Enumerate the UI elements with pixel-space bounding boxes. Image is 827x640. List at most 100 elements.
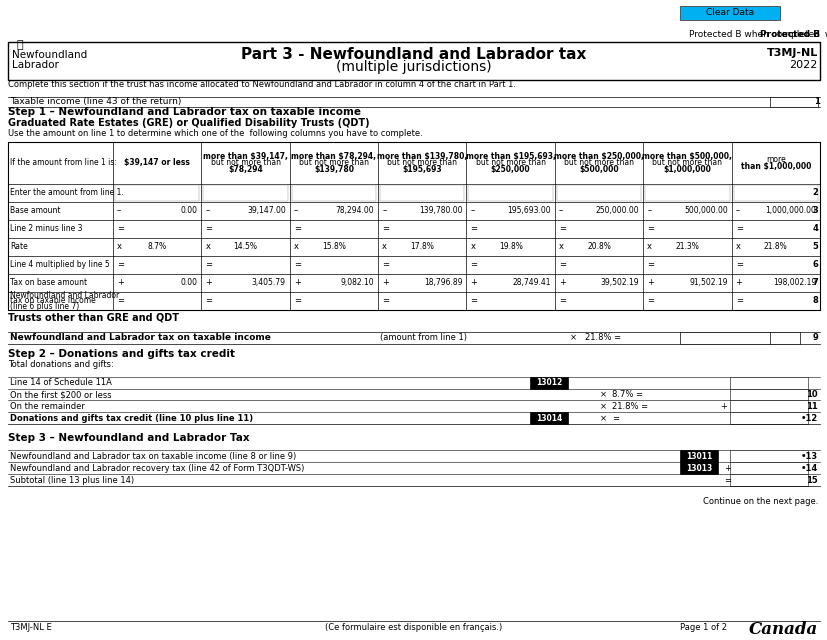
Bar: [679, 332, 799, 344]
Text: ×: ×: [600, 414, 606, 423]
Text: 13013: 13013: [685, 464, 711, 473]
Text: Clear Data: Clear Data: [705, 8, 753, 17]
Text: If the amount from line 1 is:: If the amount from line 1 is:: [10, 158, 117, 167]
Text: x: x: [382, 242, 387, 251]
Text: =: =: [558, 296, 565, 305]
Bar: [733, 185, 817, 201]
Text: Line 14 of Schedule 11A: Line 14 of Schedule 11A: [10, 378, 112, 387]
Text: Newfoundland: Newfoundland: [12, 50, 87, 60]
Text: =: =: [611, 414, 619, 423]
Bar: [729, 413, 807, 424]
Text: =: =: [470, 296, 477, 305]
Text: Continue on the next page.: Continue on the next page.: [702, 497, 817, 506]
Text: Line 2 minus line 3: Line 2 minus line 3: [10, 224, 83, 233]
Text: =: =: [117, 296, 124, 305]
Text: =: =: [382, 260, 389, 269]
Text: Subtotal (line 13 plus line 14): Subtotal (line 13 plus line 14): [10, 476, 134, 485]
Text: 13011: 13011: [685, 452, 711, 461]
Text: =: =: [382, 296, 389, 305]
Bar: [203, 185, 288, 201]
Text: 1: 1: [813, 97, 819, 106]
Text: 15.8%: 15.8%: [322, 242, 346, 251]
Text: 8.7%: 8.7%: [147, 242, 166, 251]
Text: Graduated Rate Estates (GRE) or Qualified Disability Trusts (QDT): Graduated Rate Estates (GRE) or Qualifie…: [8, 118, 369, 128]
Text: (line 6 plus line 7): (line 6 plus line 7): [10, 301, 79, 310]
Text: x: x: [117, 242, 122, 251]
Text: Rate: Rate: [10, 242, 28, 251]
Text: 14.5%: 14.5%: [233, 242, 257, 251]
Text: (Ce formulaire est disponible en français.): (Ce formulaire est disponible en françai…: [325, 623, 502, 632]
Text: $195,693: $195,693: [402, 164, 442, 174]
Bar: [291, 185, 375, 201]
Text: +: +: [470, 278, 477, 287]
Text: 39,502.19: 39,502.19: [600, 278, 638, 287]
Text: •12: •12: [800, 414, 817, 423]
Text: Line 4 multiplied by line 5: Line 4 multiplied by line 5: [10, 260, 110, 269]
Text: tax on taxable income: tax on taxable income: [10, 296, 96, 305]
Bar: [529, 376, 567, 388]
Text: Trusts other than GRE and QDT: Trusts other than GRE and QDT: [8, 312, 179, 323]
Text: +: +: [382, 278, 389, 287]
Bar: [8, 42, 819, 80]
Text: Newfoundland and Labrador tax on taxable income: Newfoundland and Labrador tax on taxable…: [10, 333, 270, 342]
Text: $139,780: $139,780: [313, 164, 353, 174]
Text: but not more than: but not more than: [476, 158, 545, 167]
Text: –: –: [382, 206, 386, 215]
Text: +: +: [719, 402, 726, 411]
Bar: [729, 463, 807, 474]
Text: Newfoundland and Labrador tax on taxable income (line 8 or line 9): Newfoundland and Labrador tax on taxable…: [10, 452, 296, 461]
Text: $39,147 or less: $39,147 or less: [124, 158, 190, 167]
Text: 10: 10: [805, 390, 817, 399]
Text: =: =: [294, 224, 300, 233]
Text: Base amount: Base amount: [10, 206, 60, 215]
Text: 13012: 13012: [535, 378, 562, 387]
Text: –: –: [205, 206, 209, 215]
Text: 3: 3: [811, 206, 817, 215]
Text: =: =: [558, 224, 565, 233]
Text: x: x: [205, 242, 210, 251]
Text: On the first $200 or less: On the first $200 or less: [10, 390, 112, 399]
Text: 17.8%: 17.8%: [410, 242, 433, 251]
Text: 8: 8: [811, 296, 817, 305]
Text: =: =: [382, 224, 389, 233]
Text: but not more than: but not more than: [652, 158, 722, 167]
Text: +: +: [647, 278, 653, 287]
Text: 198,002.19: 198,002.19: [772, 278, 815, 287]
Text: 7: 7: [811, 278, 817, 287]
Text: (multiple jurisdictions): (multiple jurisdictions): [336, 60, 491, 74]
Text: –: –: [470, 206, 474, 215]
Text: Step 3 – Newfoundland and Labrador Tax: Step 3 – Newfoundland and Labrador Tax: [8, 433, 249, 444]
Text: =: =: [117, 260, 124, 269]
Bar: [557, 185, 640, 201]
Text: more than $39,147,: more than $39,147,: [203, 152, 288, 161]
Text: +: +: [205, 278, 212, 287]
Bar: [468, 185, 552, 201]
Text: x: x: [558, 242, 563, 251]
Text: more than $500,000,: more than $500,000,: [642, 152, 732, 161]
Text: =: =: [734, 224, 742, 233]
Text: •13: •13: [800, 452, 817, 461]
Text: =: =: [647, 260, 653, 269]
Bar: [729, 401, 807, 413]
Text: =: =: [470, 224, 477, 233]
Text: =: =: [558, 260, 565, 269]
Text: =: =: [723, 476, 730, 485]
Text: =: =: [294, 296, 300, 305]
Text: ×: ×: [600, 390, 606, 399]
Text: 19.8%: 19.8%: [498, 242, 522, 251]
Text: Step 1 – Newfoundland and Labrador tax on taxable income: Step 1 – Newfoundland and Labrador tax o…: [8, 107, 361, 117]
Text: $78,294: $78,294: [228, 164, 263, 174]
Text: 21.3%: 21.3%: [675, 242, 699, 251]
Text: 250,000.00: 250,000.00: [595, 206, 638, 215]
Text: 2022: 2022: [789, 60, 817, 70]
Text: 9,082.10: 9,082.10: [340, 278, 374, 287]
Text: 1,000,000.00: 1,000,000.00: [764, 206, 815, 215]
Text: –: –: [647, 206, 651, 215]
Text: +: +: [723, 464, 730, 473]
Text: 18,796.89: 18,796.89: [423, 278, 462, 287]
Text: Tax on base amount: Tax on base amount: [10, 278, 87, 287]
Text: Newfoundland and Labrador: Newfoundland and Labrador: [10, 291, 119, 300]
Text: +: +: [734, 278, 742, 287]
Text: more than $78,294,: more than $78,294,: [291, 152, 376, 161]
Text: 11: 11: [805, 402, 817, 411]
